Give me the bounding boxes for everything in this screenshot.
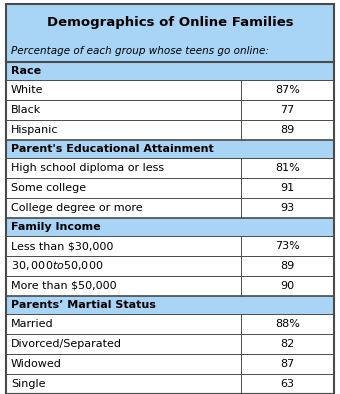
Bar — [6, 120, 334, 140]
Bar — [6, 218, 334, 236]
Text: Parent's Educational Attainment: Parent's Educational Attainment — [11, 144, 214, 154]
Text: $30,000 to $50,000: $30,000 to $50,000 — [11, 260, 103, 273]
Text: 73%: 73% — [275, 241, 300, 251]
Text: Divorced/Separated: Divorced/Separated — [11, 339, 122, 349]
Text: Family Income: Family Income — [11, 222, 101, 232]
Bar — [6, 198, 334, 218]
Text: 81%: 81% — [275, 163, 300, 173]
Text: Married: Married — [11, 319, 54, 329]
Bar — [6, 100, 334, 120]
Bar — [6, 4, 334, 62]
Bar — [6, 334, 334, 354]
Text: Percentage of each group whose teens go online:: Percentage of each group whose teens go … — [11, 46, 269, 56]
Text: High school diploma or less: High school diploma or less — [11, 163, 164, 173]
Bar — [6, 62, 334, 80]
Bar — [6, 256, 334, 276]
Text: College degree or more: College degree or more — [11, 203, 142, 213]
Text: Hispanic: Hispanic — [11, 125, 58, 135]
Text: 89: 89 — [280, 261, 294, 271]
Text: Widowed: Widowed — [11, 359, 62, 369]
Text: 82: 82 — [280, 339, 294, 349]
Text: 90: 90 — [280, 281, 294, 291]
Text: 77: 77 — [280, 105, 294, 115]
Bar — [6, 354, 334, 374]
Text: Race: Race — [11, 66, 41, 76]
Text: White: White — [11, 85, 44, 95]
Text: Less than $30,000: Less than $30,000 — [11, 241, 113, 251]
Text: Single: Single — [11, 379, 46, 389]
Text: Some college: Some college — [11, 183, 86, 193]
Bar — [6, 236, 334, 256]
Text: Black: Black — [11, 105, 41, 115]
Text: 63: 63 — [280, 379, 294, 389]
Text: Parents’ Martial Status: Parents’ Martial Status — [11, 300, 156, 310]
Bar — [6, 374, 334, 394]
Text: 87: 87 — [280, 359, 294, 369]
Bar — [6, 314, 334, 334]
Bar — [6, 80, 334, 100]
Text: Demographics of Online Families: Demographics of Online Families — [47, 15, 293, 28]
Bar — [6, 178, 334, 198]
Text: 89: 89 — [280, 125, 294, 135]
Text: 91: 91 — [280, 183, 294, 193]
Text: More than $50,000: More than $50,000 — [11, 281, 117, 291]
Text: 87%: 87% — [275, 85, 300, 95]
Bar — [6, 276, 334, 296]
Text: 88%: 88% — [275, 319, 300, 329]
Bar — [6, 296, 334, 314]
Bar — [6, 140, 334, 158]
Text: 93: 93 — [280, 203, 294, 213]
Bar — [6, 158, 334, 178]
